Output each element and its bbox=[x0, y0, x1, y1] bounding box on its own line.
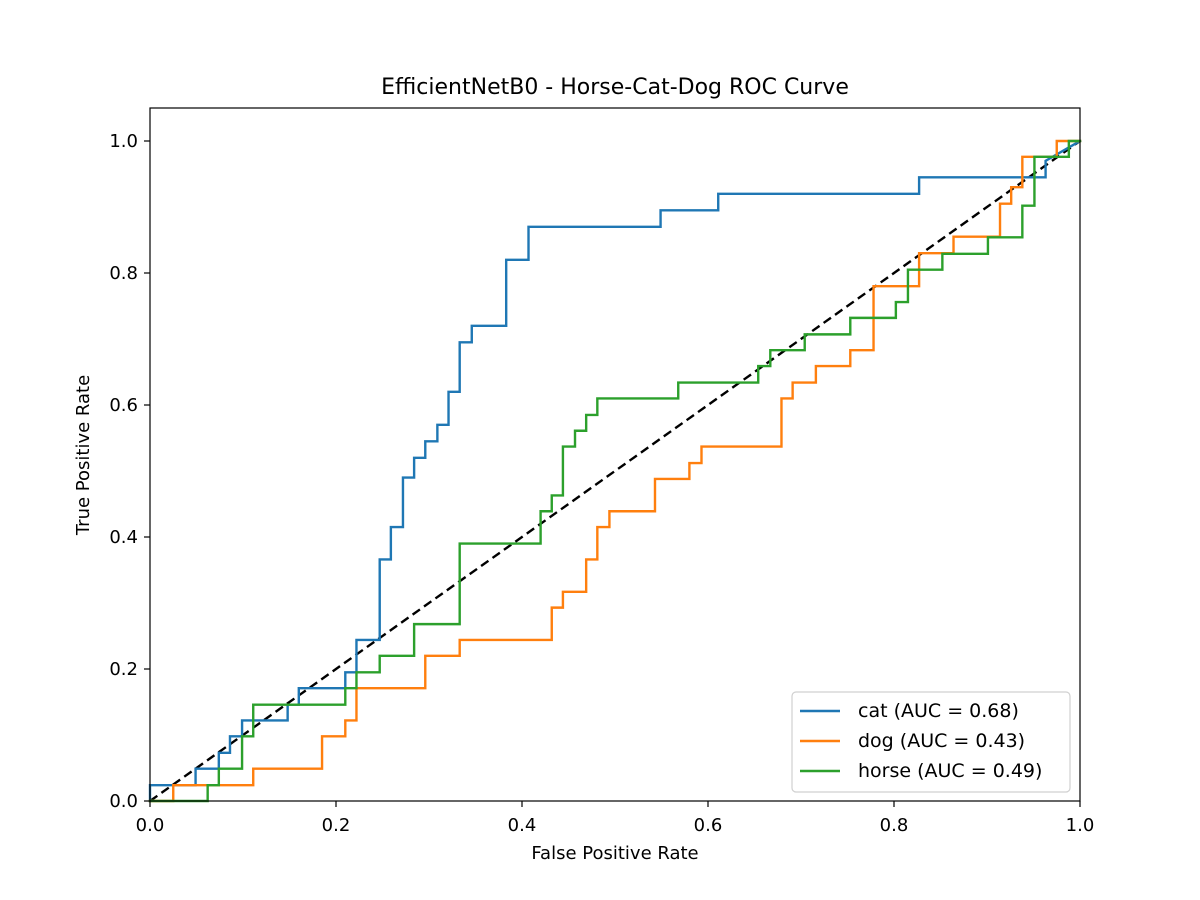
x-tick-label: 0.6 bbox=[694, 815, 723, 836]
y-tick-label: 0.2 bbox=[109, 659, 138, 680]
y-axis-ticks: 0.0 0.2 0.4 0.6 0.8 1.0 bbox=[109, 131, 150, 812]
x-axis-ticks: 0.0 0.2 0.4 0.6 0.8 1.0 bbox=[136, 801, 1095, 836]
legend-label-horse: horse (AUC = 0.49) bbox=[858, 760, 1042, 782]
y-tick-label: 0.8 bbox=[109, 263, 138, 284]
plot-area bbox=[148, 107, 1082, 803]
x-tick-label: 0.0 bbox=[136, 815, 165, 836]
y-tick-label: 1.0 bbox=[109, 131, 138, 152]
plot-border bbox=[149, 107, 1081, 802]
legend-box bbox=[791, 691, 1071, 793]
reference-line-layer bbox=[149, 140, 1081, 802]
x-axis-label: False Positive Rate bbox=[531, 843, 698, 864]
x-tick-label: 1.0 bbox=[1066, 815, 1095, 836]
plot-background bbox=[150, 108, 1080, 801]
y-tick-label: 0.0 bbox=[109, 791, 138, 812]
y-tick-label: 0.4 bbox=[109, 527, 138, 548]
series-line-dog bbox=[148, 139, 1082, 803]
y-axis-label: True Positive Rate bbox=[73, 375, 94, 536]
y-tick-label: 0.6 bbox=[109, 395, 138, 416]
legend-label-dog: dog (AUC = 0.43) bbox=[858, 730, 1025, 752]
x-tick-label: 0.4 bbox=[508, 815, 537, 836]
legend: cat (AUC = 0.68) dog (AUC = 0.43) horse (A… bbox=[791, 691, 1071, 793]
series-line-horse bbox=[148, 139, 1082, 803]
chance-reference-line bbox=[149, 140, 1081, 802]
x-tick-label: 0.2 bbox=[322, 815, 351, 836]
x-tick-label: 0.8 bbox=[880, 815, 909, 836]
chart-title: EfficientNetB0 - Horse-Cat-Dog ROC Curve bbox=[381, 75, 849, 100]
legend-label-cat: cat (AUC = 0.68) bbox=[858, 700, 1019, 722]
series-layer bbox=[148, 139, 1082, 803]
